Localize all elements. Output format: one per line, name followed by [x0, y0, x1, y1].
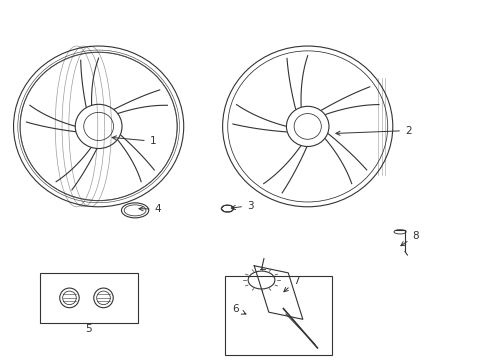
- Bar: [40, 273, 137, 323]
- Text: 1: 1: [112, 136, 156, 146]
- Text: 6: 6: [232, 304, 245, 314]
- Text: 2: 2: [335, 126, 411, 136]
- Text: 4: 4: [139, 204, 161, 214]
- Text: 5: 5: [85, 324, 92, 334]
- Text: 7: 7: [283, 276, 299, 292]
- Text: 3: 3: [231, 201, 253, 211]
- Bar: [224, 276, 331, 355]
- Text: 8: 8: [400, 231, 418, 246]
